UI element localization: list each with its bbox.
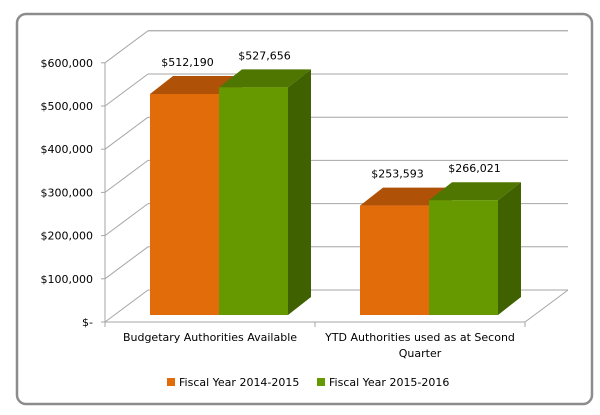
gridline-diagonal bbox=[104, 289, 149, 323]
data-label: $253,593 bbox=[371, 168, 424, 181]
y-tick-label: $400,000 bbox=[41, 143, 94, 156]
bar bbox=[360, 205, 429, 315]
gridline-diagonal bbox=[104, 246, 149, 280]
legend-swatch bbox=[167, 378, 175, 386]
y-tick-label: $200,000 bbox=[41, 230, 94, 243]
gridline-diagonal bbox=[104, 116, 149, 150]
legend-label: Fiscal Year 2015-2016 bbox=[329, 376, 449, 389]
y-tick-label: $500,000 bbox=[41, 100, 94, 113]
bar bbox=[219, 87, 288, 315]
bars bbox=[150, 69, 521, 315]
bar-top bbox=[429, 182, 521, 201]
x-tick-label: YTD Authorities used as at Second bbox=[324, 331, 515, 344]
gridlines bbox=[101, 30, 569, 327]
data-label: $266,021 bbox=[448, 162, 501, 175]
labels: $- $100,000 $200,000 $300,000 $400,000 $500,0… bbox=[41, 49, 515, 360]
legend: Fiscal Year 2014-2015 Fiscal Year 2015-20… bbox=[167, 376, 449, 389]
gridline-diagonal bbox=[104, 159, 149, 193]
bar-side bbox=[498, 182, 521, 315]
data-label: $512,190 bbox=[161, 56, 214, 69]
y-tick-label: $600,000 bbox=[41, 57, 94, 70]
x-tick-label: Budgetary Authorities Available bbox=[123, 331, 297, 344]
legend-label: Fiscal Year 2014-2015 bbox=[179, 376, 299, 389]
data-label: $527,656 bbox=[238, 49, 291, 62]
y-tick-label: $300,000 bbox=[41, 186, 94, 199]
gridline-diagonal bbox=[104, 73, 149, 107]
x-tick-label: Quarter bbox=[399, 347, 442, 360]
bar bbox=[429, 200, 498, 315]
bar-top bbox=[219, 69, 311, 88]
gridline-diagonal bbox=[104, 30, 149, 64]
gridline-diagonal bbox=[104, 203, 149, 237]
y-tick-label: $100,000 bbox=[41, 273, 94, 286]
bar-side bbox=[288, 69, 311, 315]
bar bbox=[150, 93, 219, 315]
y-tick-label: $- bbox=[82, 316, 93, 329]
legend-swatch bbox=[317, 378, 325, 386]
